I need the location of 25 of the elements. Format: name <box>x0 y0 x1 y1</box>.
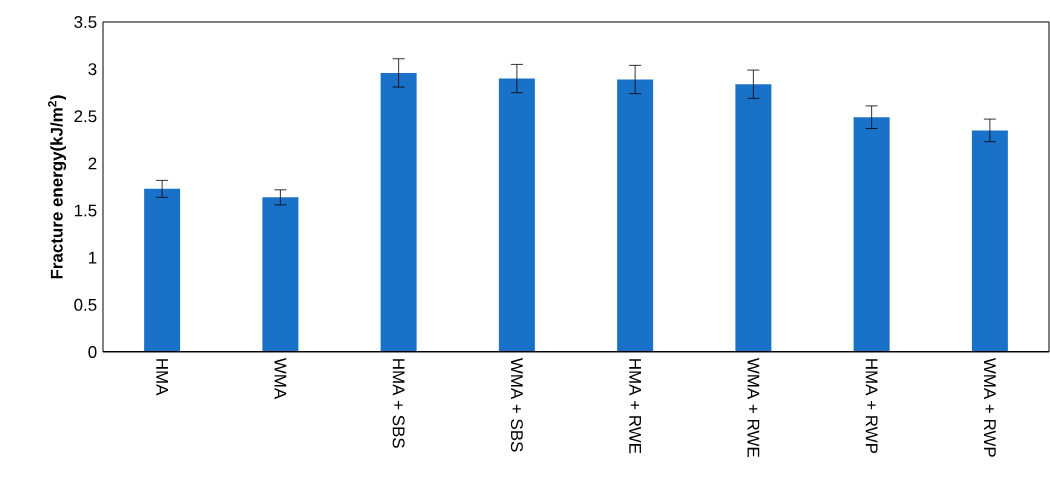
x-tick-label: HMA + RWE <box>629 359 641 454</box>
y-tick-label: 3 <box>88 63 97 76</box>
bar <box>971 130 1008 352</box>
y-tick-label: 0.5 <box>74 298 97 311</box>
y-tick-label: 2.5 <box>74 110 97 123</box>
bar <box>498 78 535 352</box>
bar <box>853 117 890 352</box>
y-tick-label: 0 <box>88 345 97 358</box>
x-tick-label: WMA + RWE <box>747 357 760 457</box>
x-tick-label: WMA + SBS <box>510 357 523 452</box>
y-axis-title: Fracture energy(kJ/m$^{2}$) <box>48 95 67 279</box>
x-tick-label: HMA + RWP <box>865 359 878 454</box>
y-tick-label: 3.5 <box>74 15 97 28</box>
bar <box>262 197 299 352</box>
y-tick-label: 1.5 <box>74 204 97 217</box>
bar <box>380 72 417 352</box>
x-tick-label: HMA <box>156 359 168 396</box>
x-tick-label: HMA + SBS <box>392 359 405 448</box>
bar <box>617 79 654 352</box>
bar <box>735 84 772 352</box>
bar <box>144 188 181 352</box>
x-tick-label: WMA + RWP <box>984 357 996 457</box>
x-tick-label: WMA <box>274 357 287 400</box>
y-tick-label: 2 <box>88 157 97 170</box>
y-tick-label: 1 <box>89 251 97 264</box>
